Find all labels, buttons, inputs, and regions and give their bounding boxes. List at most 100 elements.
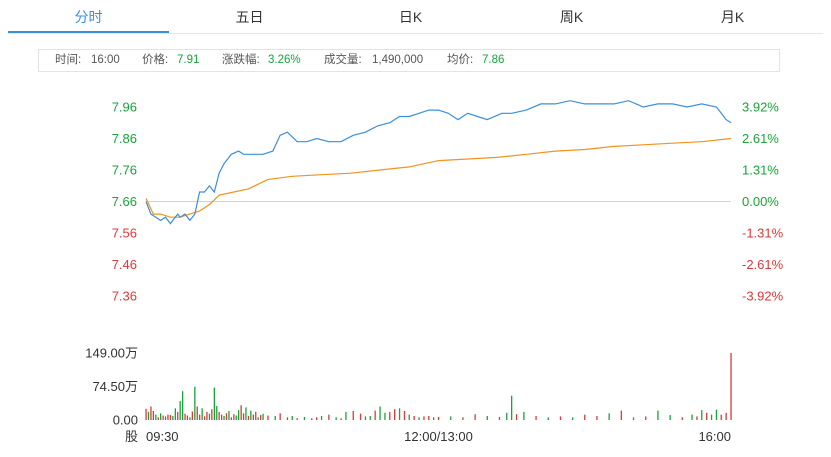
volume-bar	[177, 411, 179, 420]
volume-bar	[233, 414, 235, 420]
volume-bar	[260, 415, 262, 420]
volume-bar	[437, 416, 440, 420]
time-tick-label: 09:30	[146, 429, 179, 444]
volume-bar	[216, 406, 218, 420]
volume-bar	[474, 414, 476, 420]
volume-bar	[423, 416, 425, 420]
volume-bar	[267, 415, 269, 420]
volume-bar	[398, 408, 401, 420]
volume-bar	[645, 416, 647, 420]
volume-bar	[710, 414, 713, 420]
volume-bar	[608, 413, 610, 420]
volume-bar	[167, 414, 169, 420]
volume-bar	[352, 411, 354, 420]
volume-bar	[535, 416, 537, 420]
volume-bar	[620, 410, 622, 420]
time-value: 16:00	[91, 54, 120, 66]
volume-unit-label: 股	[125, 429, 138, 444]
volume-bar	[250, 410, 252, 420]
volume-bar	[669, 415, 671, 420]
volume-bar	[498, 416, 501, 420]
volume-bar	[174, 408, 176, 420]
volume-bar	[242, 413, 245, 420]
volume-bar	[157, 417, 159, 420]
volume-bar	[211, 409, 213, 420]
time-tick-label: 16:00	[698, 429, 731, 444]
volume-bar	[584, 414, 586, 420]
time-tick-label: 12:00/13:00	[404, 429, 473, 444]
time-label: 时间:	[55, 54, 82, 66]
change-label: 涨跌幅:	[222, 54, 260, 66]
volume-bar	[379, 406, 381, 420]
volume-bar	[238, 410, 240, 420]
volume-bar	[335, 417, 337, 420]
tab-monthly-k[interactable]: 月K	[720, 9, 745, 25]
volume-bar	[511, 395, 513, 420]
volume-bar	[235, 415, 237, 420]
volume-bar	[221, 414, 223, 420]
volume-bar	[155, 414, 157, 420]
volume-bar	[725, 412, 727, 420]
price-tick-label: 7.46	[112, 257, 137, 272]
volume-bar	[486, 416, 488, 420]
volume-bar	[247, 416, 250, 420]
volume-bar	[596, 416, 598, 420]
volume-bar	[374, 410, 376, 420]
percent-tick-label: -3.92%	[742, 289, 784, 304]
avg-price-label: 均价:	[447, 54, 474, 66]
volume-bar	[389, 411, 391, 420]
volume-bar	[257, 417, 259, 420]
percent-tick-label: -2.61%	[742, 257, 784, 272]
volume-bar	[450, 416, 452, 420]
volume-bar	[701, 410, 703, 420]
volume-bar	[162, 415, 164, 420]
volume-bar	[262, 413, 264, 420]
active-tab-indicator	[8, 31, 169, 33]
volume-bar	[164, 416, 167, 420]
tab-weekly-k[interactable]: 周K	[559, 9, 584, 25]
percent-axis-right: 3.92% 2.61% 1.31% 0.00% -1.31% -2.61% -3.92%	[742, 100, 784, 304]
volume-bar	[172, 416, 174, 420]
price-value: 7.91	[177, 54, 200, 66]
volume-bar	[179, 401, 181, 420]
volume-bar	[681, 417, 683, 420]
volume-bar	[394, 409, 396, 420]
volume-bar	[223, 416, 225, 420]
tab-intraday[interactable]: 分时	[74, 9, 103, 25]
price-tick-label: 7.66	[112, 194, 137, 209]
volume-bar	[255, 411, 257, 420]
price-tick-label: 7.36	[112, 289, 137, 304]
volume-bar	[291, 416, 293, 420]
price-tick-label: 7.76	[112, 163, 137, 178]
volume-bar	[296, 418, 298, 420]
volume-bar	[206, 411, 208, 420]
price-tick-label: 7.86	[112, 131, 137, 146]
price-label: 价格:	[142, 54, 169, 66]
price-axis-left: 7.96 7.86 7.76 7.66 7.56 7.46 7.36	[112, 100, 137, 304]
volume-bar	[506, 412, 508, 420]
volume-bar	[201, 408, 203, 420]
volume-bar	[572, 417, 574, 420]
volume-bar	[184, 413, 186, 420]
tab-daily-k[interactable]: 日K	[398, 9, 423, 25]
percent-tick-label: 1.31%	[742, 163, 779, 178]
volume-bar	[462, 417, 464, 420]
volume-bar	[369, 416, 371, 420]
time-axis: 09:30 12:00/13:00 16:00	[146, 429, 731, 444]
volume-bar	[152, 411, 154, 420]
percent-tick-label: -1.31%	[742, 226, 784, 241]
volume-bar	[403, 411, 406, 420]
volume-bar	[657, 410, 659, 420]
volume-bar	[559, 416, 562, 420]
volume-bar	[418, 417, 420, 420]
percent-tick-label: 2.61%	[742, 131, 779, 146]
tab-five-day[interactable]: 五日	[235, 9, 264, 25]
volume-bar	[160, 413, 162, 420]
volume-bar	[182, 391, 184, 420]
volume-bar	[150, 406, 152, 420]
price-tick-label: 7.96	[112, 100, 137, 115]
volume-bar	[303, 416, 306, 420]
volume-axis: 149.00万 74.50万 0.00股	[85, 346, 138, 445]
volume-label: 成交量:	[324, 54, 362, 66]
price-line	[145, 100, 732, 225]
